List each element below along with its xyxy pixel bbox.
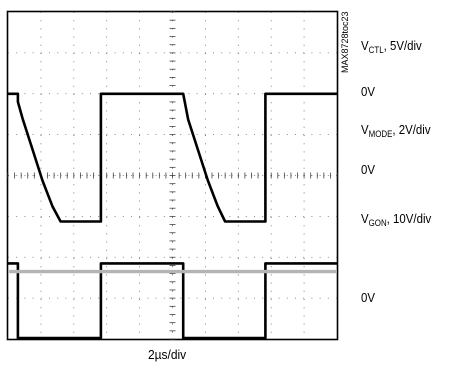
- vmode-label: VMODE, 2V/div: [361, 123, 431, 141]
- vmode-scale: , 2V/div: [392, 122, 431, 137]
- vctl-name: V: [361, 38, 369, 53]
- vmode-zero-label: 0V: [361, 162, 375, 177]
- vgon-name: V: [361, 211, 369, 226]
- vctl-sub: CTL: [368, 45, 384, 55]
- vgon-trace: [8, 92, 337, 223]
- vgon-scale: , 10V/div: [386, 211, 432, 226]
- x-axis-label: 2µs/div: [148, 347, 187, 362]
- vgon-sub: GON: [368, 218, 387, 228]
- figure-id-text: MAX8728toc23: [340, 11, 350, 73]
- vmode-sub: MODE: [368, 129, 393, 139]
- vmode-name: V: [361, 122, 369, 137]
- figure-id: MAX8728toc23: [338, 4, 351, 74]
- vctl-zero-label: 0V: [361, 84, 375, 99]
- vctl-label: VCTL, 5V/div: [361, 39, 422, 57]
- vctl-scale: , 5V/div: [383, 38, 422, 53]
- traces: [8, 92, 337, 340]
- vgon-zero-label: 0V: [361, 290, 375, 305]
- grid: [7, 11, 338, 340]
- vgon-label: VGON, 10V/div: [361, 212, 431, 230]
- vctl-trace: [8, 262, 337, 340]
- plot-frame: [6, 10, 339, 341]
